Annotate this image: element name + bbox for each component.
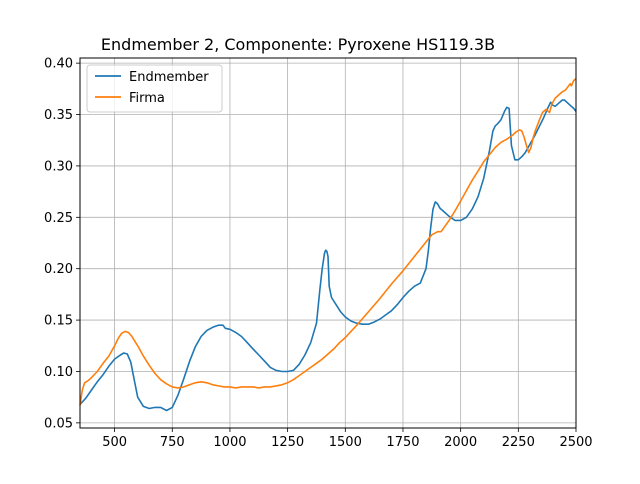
y-axis: 0.05 0.10 0.15 0.20 0.25 0.30 0.35 0.40 xyxy=(44,57,80,431)
legend-label: Firma xyxy=(129,91,165,106)
y-tick-label: 0.10 xyxy=(44,365,73,380)
y-tick-label: 0.40 xyxy=(44,57,73,72)
x-tick-label: 2250 xyxy=(502,435,535,450)
legend-label: Endmember xyxy=(129,70,209,85)
legend: Endmember Firma xyxy=(86,64,223,113)
series-line-endmember xyxy=(79,99,577,412)
series-line-firma xyxy=(79,77,577,406)
y-tick-label: 0.30 xyxy=(44,159,73,174)
x-tick-label: 1750 xyxy=(386,435,419,450)
y-tick-label: 0.20 xyxy=(44,262,73,277)
x-tick-label: 2500 xyxy=(559,435,592,450)
y-tick-label: 0.25 xyxy=(44,211,73,226)
x-tick-label: 1250 xyxy=(271,435,304,450)
x-tick-label: 2000 xyxy=(444,435,477,450)
x-tick-label: 500 xyxy=(102,435,127,450)
y-tick-label: 0.15 xyxy=(44,314,73,329)
y-tick-label: 0.05 xyxy=(44,416,73,431)
chart-title: Endmember 2, Componente: Pyroxene HS119.… xyxy=(101,35,495,54)
plot-area xyxy=(79,57,577,429)
y-tick-label: 0.35 xyxy=(44,108,73,123)
x-tick-label: 1500 xyxy=(329,435,362,450)
series-layer xyxy=(79,77,577,412)
x-tick-label: 750 xyxy=(160,435,185,450)
plot-frame xyxy=(79,57,577,429)
x-tick-label: 1000 xyxy=(213,435,246,450)
x-axis: 500 750 1000 1250 1500 1750 2000 2250 2500 xyxy=(102,428,593,450)
